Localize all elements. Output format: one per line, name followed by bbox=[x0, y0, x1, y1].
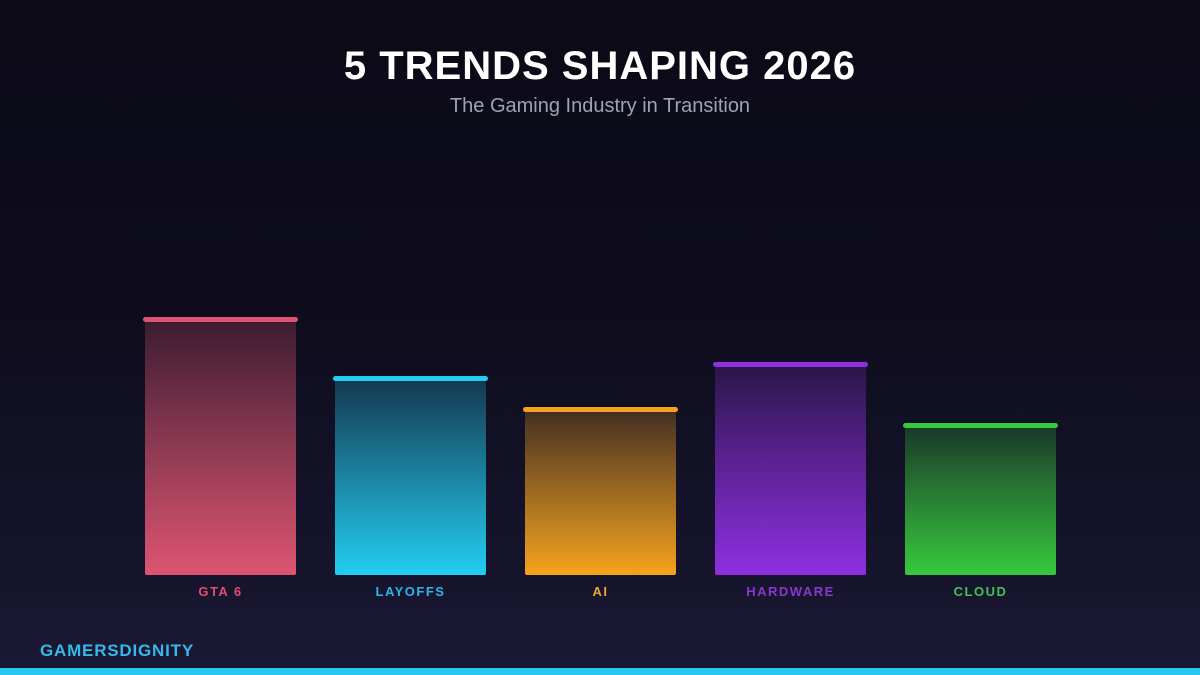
bar-cap-highlight bbox=[523, 407, 678, 412]
bar-category-label: CLOUD bbox=[953, 584, 1008, 599]
chart-bar bbox=[713, 362, 868, 575]
chart-bar bbox=[143, 317, 298, 575]
chart-bar bbox=[523, 407, 678, 575]
bar-gradient-body bbox=[715, 366, 866, 575]
bar-cap-highlight bbox=[713, 362, 868, 367]
bar-cap-highlight bbox=[333, 376, 488, 381]
brand-watermark: GAMERSDIGNITY bbox=[40, 641, 194, 660]
bar-category-label: HARDWARE bbox=[746, 584, 835, 599]
bar-category-label: LAYOFFS bbox=[375, 584, 446, 599]
bar-gradient-body bbox=[145, 321, 296, 575]
bar-gradient-body bbox=[525, 411, 676, 575]
chart-bar bbox=[903, 423, 1058, 575]
bar-gradient-body bbox=[905, 427, 1056, 575]
bar-chart-labels: GTA 6 LAYOFFS AI HARDWARE CLOUD bbox=[145, 584, 1056, 599]
page-subtitle: The Gaming Industry in Transition bbox=[449, 95, 751, 117]
bar-cap-highlight bbox=[143, 317, 298, 322]
page-title: 5 TRENDS SHAPING 2026 bbox=[343, 44, 857, 88]
bar-chart bbox=[143, 0, 1058, 575]
bar-cap-highlight bbox=[903, 423, 1058, 428]
bar-category-label: AI bbox=[592, 584, 609, 599]
chart-bar bbox=[333, 376, 488, 575]
bar-gradient-body bbox=[335, 380, 486, 575]
bar-category-label: GTA 6 bbox=[198, 584, 243, 599]
bottom-accent-strip bbox=[0, 668, 1200, 675]
